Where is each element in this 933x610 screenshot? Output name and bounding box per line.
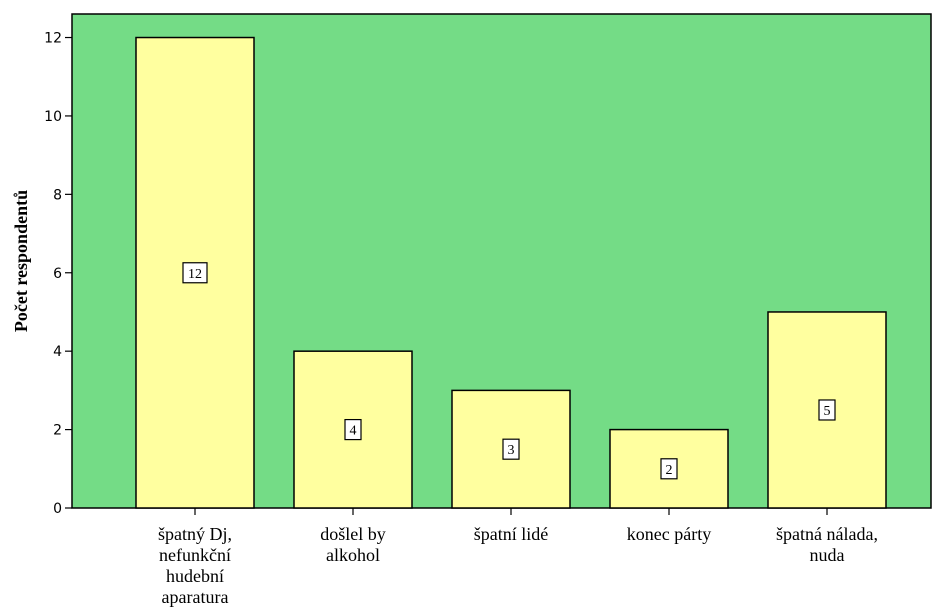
data-label: 2 [666, 463, 673, 478]
y-axis: 0 2 4 6 8 10 12 [44, 31, 72, 517]
data-label-box [818, 399, 836, 421]
y-tick-label: 0 [53, 501, 62, 517]
y-tick-label: 8 [53, 187, 62, 203]
x-category-label: konec párty [627, 524, 711, 544]
data-label: 12 [188, 267, 202, 282]
x-axis-labels: špatný Dj, nefunkční hudební aparatura došle… [158, 508, 878, 607]
x-category-label: došlel by alkohol [320, 524, 386, 565]
bars-group: 12 4 3 2 5 [135, 36, 887, 509]
y-tick-label: 6 [53, 266, 62, 282]
y-tick-label: 4 [53, 344, 62, 360]
y-tick-label: 12 [44, 31, 62, 47]
data-label: 5 [824, 404, 831, 419]
data-label-box [182, 262, 208, 284]
x-category-label: špatný Dj, nefunkční hudební aparatura [158, 524, 232, 607]
data-label-box [660, 458, 678, 480]
data-label: 4 [350, 424, 357, 439]
y-tick-label: 2 [53, 423, 62, 439]
x-category-label: špatní lidé [474, 524, 549, 544]
data-label-box [502, 438, 520, 460]
data-label: 3 [508, 443, 515, 458]
y-tick-label: 10 [44, 109, 62, 125]
y-axis-title: Počet respondentů [11, 190, 31, 332]
x-category-label: špatná nálada, nuda [776, 524, 878, 565]
data-label-box [344, 418, 362, 441]
